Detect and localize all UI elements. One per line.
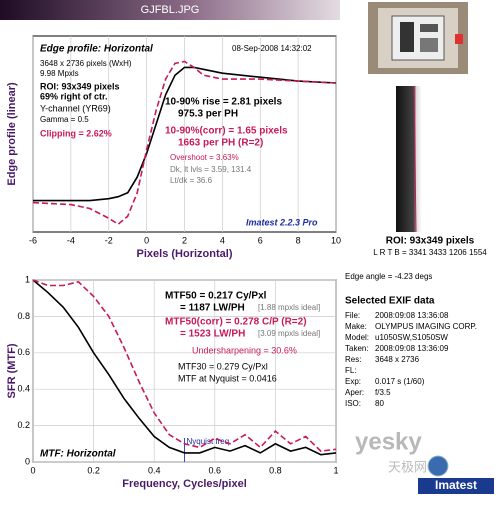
annotation: = 1523 LW/PH — [180, 329, 245, 340]
roi-edge — [413, 85, 417, 233]
annotation: = 1187 LW/PH — [180, 303, 245, 314]
roi-label: ROI: 93x349 pixels — [386, 236, 475, 247]
x-tick-label: 10 — [331, 235, 341, 245]
exif-value: 3648 x 2736 — [375, 355, 420, 364]
series-line — [32, 279, 337, 456]
exif-key: FL: — [345, 366, 357, 375]
lrtb: L R T B = 3341 3433 1206 1554 — [373, 248, 487, 257]
annotation: [1.88 mpxls ideal] — [258, 303, 320, 312]
edge-angle: Edge angle = -4.23 degs — [345, 272, 432, 281]
roi-crop — [396, 86, 422, 232]
x-tick-label: -4 — [67, 235, 75, 245]
x-tick-label: 8 — [296, 235, 301, 245]
annotation: 10-90% rise = 2.81 pixels — [165, 97, 282, 108]
exif-value: 2008:09:08 13:36:08 — [375, 311, 449, 320]
exif-value: u1050SW,S1050SW — [375, 333, 448, 342]
annotation: 9.98 Mpxls — [40, 69, 79, 78]
exif-key: Res: — [345, 355, 361, 364]
x-tick-label: 0.6 — [209, 465, 222, 475]
logo-icon — [427, 455, 449, 477]
annotation: 3648 x 2736 pixels (WxH) — [40, 59, 132, 68]
file-title: GJFBL.JPG — [141, 4, 200, 16]
annotation: 975.3 per PH — [178, 109, 238, 120]
annotation: MTF at Nyquist = 0.0416 — [178, 373, 277, 383]
exif-key: Exp: — [345, 377, 361, 386]
x-tick-label: 0.8 — [269, 465, 282, 475]
annotation: MTF30 = 0.279 Cy/Pxl — [178, 361, 268, 371]
y-axis-label: SFR (MTF) — [6, 343, 18, 398]
exif-title: Selected EXIF data — [345, 296, 435, 307]
y-tick-label: 0.6 — [17, 347, 30, 357]
x-tick-label: -6 — [29, 235, 37, 245]
x-tick-label: -2 — [105, 235, 113, 245]
y-tick-label: 0 — [25, 456, 30, 466]
annotation: Overshoot = 3.63% — [170, 153, 239, 162]
annotation: Undersharpening = 30.6% — [192, 345, 297, 355]
annotation: MTF50(corr) = 0.278 C/P (R=2) — [165, 317, 307, 328]
annotation: 10-90%(corr) = 1.65 pixels — [165, 126, 288, 137]
exif-key: Make: — [345, 322, 367, 331]
exif-key: Aper: — [345, 388, 364, 397]
plot-area — [32, 279, 337, 463]
y-axis-label: Edge profile (linear) — [6, 82, 18, 186]
annotation: Lt/dk = 36.6 — [170, 176, 213, 185]
x-tick-label: 0.2 — [87, 465, 100, 475]
exif-table: File: 2008:09:08 13:36:08 Make: OLYMPUS IMA… — [345, 311, 477, 408]
x-tick-label: 0 — [144, 235, 149, 245]
title-bar — [0, 0, 340, 20]
x-tick-label: 6 — [258, 235, 263, 245]
series-line — [33, 66, 337, 202]
watermark-site: yesky — [355, 428, 422, 455]
annotation: 1663 per PH (R=2) — [178, 138, 263, 149]
exif-key: ISO: — [345, 399, 361, 408]
x-tick-label: 0 — [30, 465, 35, 475]
x-tick-label: 4 — [220, 235, 225, 245]
exif-value: OLYMPUS IMAGING CORP. — [375, 322, 477, 331]
annotation: Dk, lt lvls = 3.59, 131.4 — [170, 165, 252, 174]
series-line — [32, 60, 337, 226]
exif-key: Taken: — [345, 344, 369, 353]
exif-value: 80 — [375, 399, 384, 408]
annotation: MTF50 = 0.217 Cy/Pxl — [165, 291, 267, 302]
x-tick-label: 0.4 — [148, 465, 161, 475]
thumbnail — [368, 2, 468, 74]
logo-box — [418, 478, 494, 494]
annotation: 69% right of ctr. — [40, 91, 108, 101]
annotation: 08-Sep-2008 14:32:02 — [232, 44, 312, 53]
annotation: Edge profile: Horizontal — [40, 44, 153, 55]
x-axis-label: Frequency, Cycles/pixel — [122, 478, 247, 490]
annotation: [3.09 mpxls ideal] — [258, 329, 320, 338]
exif-value: 0.017 s (1/60) — [375, 377, 425, 386]
annotation: Clipping = 2.62% — [40, 128, 112, 138]
x-axis-label: Pixels (Horizontal) — [137, 248, 233, 260]
annotation: Imatest 2.2.3 Pro — [246, 217, 318, 227]
annotation: Y-channel (YR69) — [40, 103, 111, 113]
y-tick-label: 0.4 — [17, 384, 30, 394]
annotation: MTF: Horizontal — [40, 449, 116, 460]
watermark-cn: 天极网 — [388, 459, 427, 474]
exif-key: File: — [345, 311, 360, 320]
exif-key: Model: — [345, 333, 369, 342]
exif-value: 2008:09:08 13:36:09 — [375, 344, 449, 353]
exif-value: f/3.5 — [375, 388, 391, 397]
x-tick-label: 1 — [333, 465, 338, 475]
y-tick-label: 0.2 — [17, 420, 30, 430]
logo-text: Imatest — [435, 478, 477, 492]
y-tick-label: 1 — [25, 274, 30, 284]
annotation: Gamma = 0.5 — [40, 115, 89, 124]
series-line — [32, 279, 337, 452]
y-tick-label: 0.8 — [17, 311, 30, 321]
x-tick-label: 2 — [182, 235, 187, 245]
annotation: ROI: 93x349 pixels — [40, 81, 120, 91]
